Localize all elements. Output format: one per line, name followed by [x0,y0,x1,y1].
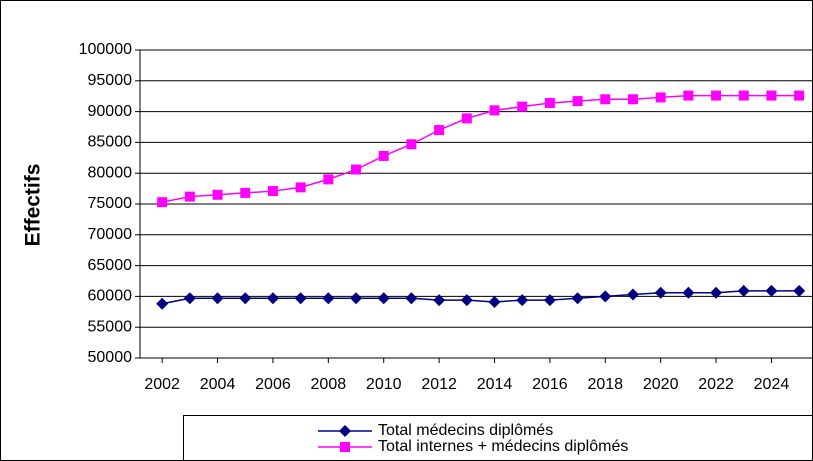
y-tick-label: 95000 [88,72,133,89]
data-point [794,90,805,101]
data-point [516,294,529,307]
x-tick-label: 2012 [421,376,457,393]
data-point [212,189,223,200]
y-tick-label: 80000 [88,164,133,181]
data-point [765,284,778,297]
data-point [654,286,667,299]
x-tick-label: 2002 [144,376,180,393]
data-point [543,294,556,307]
x-tick-label: 2024 [754,376,790,393]
data-point [737,284,750,297]
x-tick-label: 2010 [366,376,402,393]
data-point [461,113,472,124]
y-tick-label: 50000 [88,349,133,366]
data-point [682,286,695,299]
legend-marker [339,425,351,437]
data-point [572,96,583,107]
data-point [406,139,417,150]
data-point [351,164,362,175]
x-tick-label: 2004 [200,376,236,393]
data-point [378,150,389,161]
data-point [240,187,251,198]
x-tick-label: 2008 [311,376,347,393]
x-tick-label: 2022 [698,376,734,393]
x-tick-label: 2016 [532,376,568,393]
data-point [434,125,445,136]
data-point [766,90,777,101]
data-point [683,90,694,101]
data-point [184,191,195,202]
data-point [211,292,224,305]
data-point [793,284,806,297]
data-point [655,92,666,103]
x-tick-label: 2006 [255,376,291,393]
legend-marker [340,442,350,452]
legend-label: Total médecins diplômés [378,422,553,439]
y-tick-label: 60000 [88,288,133,305]
y-tick-label: 85000 [88,134,133,151]
data-point [405,292,418,305]
data-point [183,292,196,305]
data-point [267,186,278,197]
y-tick-label: 70000 [88,226,133,243]
data-point [710,286,723,299]
data-point [489,105,500,116]
data-point [738,90,749,101]
y-tick-label: 100000 [79,41,132,58]
y-tick-label: 75000 [88,195,133,212]
data-point [377,292,390,305]
y-axis-label: Effectifs [22,164,45,247]
legend-box [183,415,813,461]
x-tick-label: 2018 [587,376,623,393]
data-point [460,294,473,307]
data-point [266,292,279,305]
data-point [626,288,639,301]
y-tick-label: 90000 [88,103,133,120]
y-tick-label: 55000 [88,318,133,335]
data-point [295,182,306,193]
x-tick-label: 2014 [477,376,513,393]
data-point [600,94,611,105]
legend-label: Total internes + médecins diplômés [378,438,628,455]
data-point [488,295,501,308]
data-point [599,290,612,303]
data-point [322,292,335,305]
data-point [433,294,446,307]
data-point [517,101,528,112]
x-tick-label: 2020 [643,376,679,393]
data-point [571,292,584,305]
data-point [294,292,307,305]
data-point [350,292,363,305]
data-point [157,197,168,208]
data-point [627,94,638,105]
y-tick-label: 65000 [88,257,133,274]
data-point [711,90,722,101]
data-point [544,97,555,108]
data-point [323,174,334,185]
data-point [239,292,252,305]
data-point [156,297,169,310]
